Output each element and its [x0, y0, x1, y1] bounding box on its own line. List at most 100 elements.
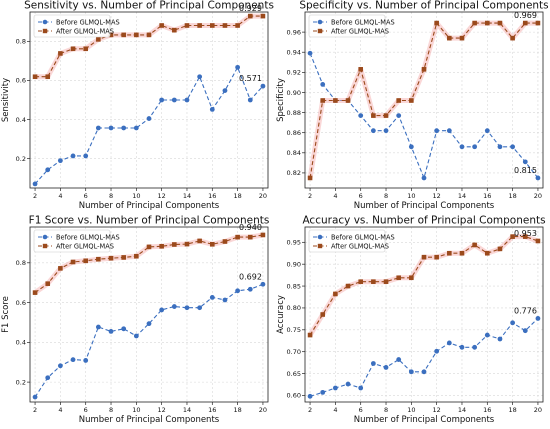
data-point-after: [421, 67, 427, 72]
data-point-before: [222, 88, 228, 94]
data-point-before: [32, 181, 38, 187]
data-point-after: [421, 254, 427, 260]
data-point-before: [421, 175, 427, 181]
x-tick-label: 2: [308, 406, 312, 414]
data-point-before: [535, 316, 541, 321]
data-point-after: [32, 74, 38, 80]
x-tick-label: 2: [33, 192, 37, 200]
x-tick-label: 14: [183, 406, 191, 414]
y-tick-label: 0.96: [287, 28, 301, 36]
data-point-after: [396, 98, 401, 103]
data-point-before: [171, 97, 177, 103]
x-tick-label: 10: [132, 406, 140, 414]
data-point-before: [320, 82, 326, 87]
y-tick-label: 0.92: [287, 69, 301, 77]
chart-panel-4: 0.60 0.65 0.70 0.75 0.80 0.85 0.90 0.95 2 4 6 8 10 12…: [276, 215, 546, 426]
x-tick-label: 8: [109, 406, 113, 414]
data-point-after: [434, 254, 439, 260]
y-axis-label: Accuracy: [276, 295, 286, 334]
data-point-before: [159, 97, 165, 103]
data-point-after: [172, 27, 177, 33]
data-point-after: [222, 239, 228, 244]
legend-marker-before: [42, 19, 48, 25]
chart-panel-1: 0.2 0.4 0.6 0.8 2 4 6 8 10 12 14 16 18 20 Sensitivity …: [1, 0, 274, 211]
data-point-after: [459, 250, 465, 256]
data-point-before: [421, 369, 427, 375]
data-point-after: [383, 113, 389, 118]
data-point-before: [472, 344, 478, 350]
data-point-after: [184, 23, 190, 28]
data-point-before: [459, 344, 465, 350]
plot-frame: [29, 226, 269, 403]
y-tick-label: 0.84: [287, 149, 301, 157]
y-axis-label: F1 Score: [1, 296, 11, 333]
x-tick-label: 18: [233, 406, 241, 414]
legend-box: [33, 229, 111, 253]
data-point-after: [345, 98, 351, 103]
data-point-after: [510, 234, 515, 239]
y-tick-label: 0.2: [16, 378, 26, 386]
chart-title: Accuracy vs. Number of Principal Compone…: [302, 215, 545, 227]
data-point-after: [307, 175, 313, 181]
data-point-after: [146, 32, 152, 38]
series-line-after: [309, 21, 538, 178]
data-point-before: [320, 389, 326, 395]
y-axis-label: Specificity: [276, 78, 286, 122]
data-point-after: [535, 238, 541, 244]
x-axis-label: Number of Principal Components: [354, 415, 495, 425]
data-point-after: [70, 46, 76, 52]
data-point-before: [307, 393, 313, 399]
data-point-before: [121, 125, 127, 131]
data-point-after: [70, 259, 76, 265]
x-tick-label: 8: [384, 192, 388, 200]
final-value-label-after: 0.940: [239, 223, 262, 232]
y-tick-label: 0.70: [287, 348, 301, 356]
data-point-after: [333, 291, 338, 297]
y-tick-label: 0.80: [287, 304, 301, 312]
data-point-before: [108, 329, 114, 334]
data-point-before: [146, 116, 152, 121]
data-point-after: [159, 23, 164, 28]
x-tick-label: 12: [158, 406, 166, 414]
data-point-after: [522, 234, 528, 239]
x-tick-label: 18: [508, 406, 516, 414]
data-point-after: [197, 238, 202, 244]
data-point-before: [535, 175, 541, 181]
data-point-before: [70, 357, 76, 363]
legend-marker-before: [317, 19, 323, 25]
x-tick-label: 6: [359, 406, 363, 414]
y-tick-label: 0.90: [287, 260, 301, 268]
y-tick-label: 0.75: [287, 326, 301, 334]
data-point-after: [197, 23, 202, 28]
y-tick-label: 0.94: [287, 49, 301, 57]
legend-box: [33, 14, 111, 38]
legend-box: [308, 14, 386, 38]
data-point-before: [159, 307, 165, 313]
data-point-after: [235, 23, 240, 28]
plot-frame: [304, 226, 544, 403]
data-point-before: [108, 125, 114, 131]
x-tick-label: 18: [508, 192, 516, 200]
x-tick-label: 14: [458, 192, 466, 200]
y-axis-label: Sensitivity: [1, 78, 11, 122]
data-point-before: [510, 144, 516, 150]
y-tick-label: 0.88: [287, 109, 301, 117]
x-tick-label: 10: [132, 192, 140, 200]
data-point-before: [383, 128, 389, 134]
data-point-before: [260, 281, 266, 287]
data-point-before: [484, 128, 490, 134]
data-point-before: [133, 125, 139, 131]
data-point-after: [222, 23, 228, 28]
data-point-before: [307, 50, 313, 56]
data-point-before: [396, 113, 402, 118]
data-point-before: [32, 394, 38, 400]
data-point-after: [522, 20, 528, 26]
data-point-after: [32, 290, 38, 295]
legend-box: [308, 229, 386, 253]
x-tick-label: 6: [84, 192, 88, 200]
x-tick-label: 10: [407, 406, 415, 414]
data-point-after: [320, 98, 326, 103]
data-point-before: [57, 363, 63, 369]
x-tick-label: 12: [158, 192, 166, 200]
data-point-before: [121, 326, 127, 332]
